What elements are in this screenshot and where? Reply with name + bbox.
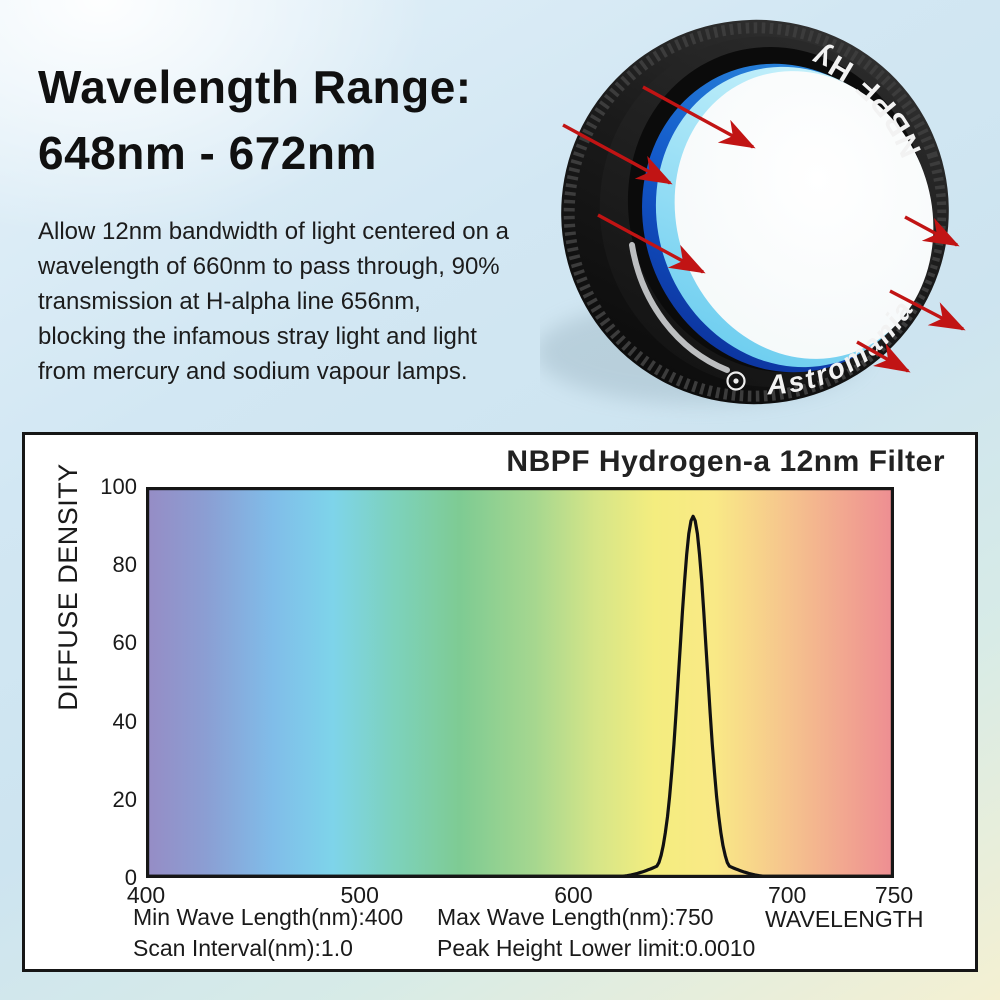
wavelength-range-title: Wavelength Range: 648nm - 672nm (38, 54, 472, 186)
x-axis-ticks: 400 500 600 700 750 (25, 882, 975, 908)
incoming-light-arrow (642, 85, 756, 149)
y-tick-label: 60 (112, 630, 137, 656)
spectrum-background (146, 487, 894, 878)
x-tick-label: 500 (340, 882, 379, 908)
min-wavelength-label: Min Wave Length(nm):400 (133, 904, 404, 930)
y-tick-label: 100 (100, 474, 137, 499)
title-line-1: Wavelength Range: (38, 61, 472, 113)
x-tick-label: 750 (874, 882, 914, 908)
plot-border (146, 487, 894, 878)
incoming-light-arrow (597, 213, 706, 274)
x-tick-label: 700 (767, 882, 807, 908)
y-axis-ticks: 0 20 40 60 80 100 (65, 435, 137, 969)
chart-title: NBPF Hydrogen-a 12nm Filter (506, 445, 945, 478)
outgoing-light-arrow (904, 215, 960, 247)
filter-description: Allow 12nm bandwidth of light centered o… (38, 218, 509, 385)
y-tick-label: 20 (112, 786, 137, 812)
astromania-logo-icon (726, 371, 746, 391)
max-wavelength-label: Max Wave Length(nm):750 (437, 904, 714, 930)
incoming-light-arrow (562, 123, 673, 185)
scan-interval-label: Scan Interval(nm):1.0 (133, 935, 353, 961)
x-tick-label: 600 (554, 882, 593, 908)
y-tick-label: 40 (112, 708, 137, 734)
outgoing-light-arrow (889, 289, 966, 331)
chart-panel: NBPF Hydrogen-a 12nm Filter DIFFUSE DENS… (22, 432, 978, 972)
y-tick-label: 80 (112, 552, 137, 578)
title-line-2: 648nm - 672nm (38, 127, 377, 179)
x-tick-label: 400 (126, 882, 166, 908)
outgoing-light-arrow (856, 340, 911, 373)
filter-product-photo: NBPF Hy Astromania (540, 19, 966, 405)
spectrum-plot (144, 487, 896, 878)
y-tick-label: 0 (124, 865, 137, 890)
x-axis-label: WAVELENGTH (765, 906, 924, 932)
bevel-highlight (629, 242, 730, 373)
peak-limit-label: Peak Height Lower limit:0.0010 (437, 935, 756, 961)
light-path-arrows (562, 85, 966, 373)
